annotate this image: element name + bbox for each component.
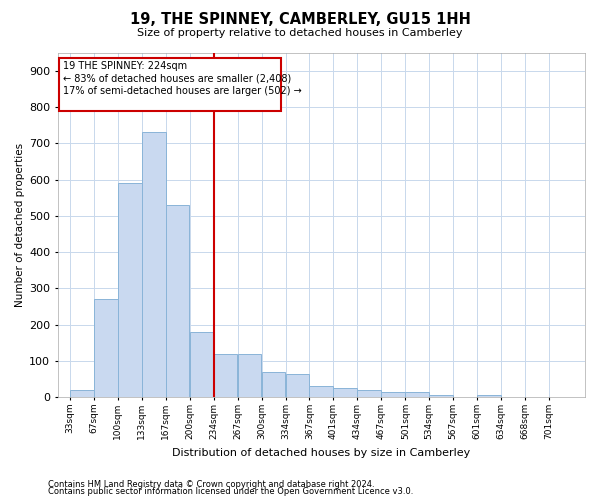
Bar <box>382 392 405 397</box>
Bar <box>94 300 118 397</box>
Text: Contains public sector information licensed under the Open Government Licence v3: Contains public sector information licen… <box>48 487 413 496</box>
Text: Contains HM Land Registry data © Crown copyright and database right 2024.: Contains HM Land Registry data © Crown c… <box>48 480 374 489</box>
Text: ← 83% of detached houses are smaller (2,408): ← 83% of detached houses are smaller (2,… <box>64 74 292 84</box>
Bar <box>477 396 501 397</box>
Bar <box>166 205 190 397</box>
Bar <box>429 396 453 397</box>
Bar <box>70 390 94 397</box>
Text: Size of property relative to detached houses in Camberley: Size of property relative to detached ho… <box>137 28 463 38</box>
X-axis label: Distribution of detached houses by size in Camberley: Distribution of detached houses by size … <box>172 448 470 458</box>
FancyBboxPatch shape <box>59 58 281 110</box>
Bar <box>118 183 142 397</box>
Text: 19 THE SPINNEY: 224sqm: 19 THE SPINNEY: 224sqm <box>64 62 188 72</box>
Bar <box>358 390 381 397</box>
Bar <box>310 386 333 397</box>
Bar <box>286 374 309 397</box>
Bar <box>214 354 238 397</box>
Bar <box>190 332 214 397</box>
Bar <box>406 392 429 397</box>
Text: 19, THE SPINNEY, CAMBERLEY, GU15 1HH: 19, THE SPINNEY, CAMBERLEY, GU15 1HH <box>130 12 470 28</box>
Text: 17% of semi-detached houses are larger (502) →: 17% of semi-detached houses are larger (… <box>64 86 302 96</box>
Bar <box>238 354 262 397</box>
Bar <box>262 372 285 397</box>
Bar <box>142 132 166 397</box>
Bar <box>334 388 357 397</box>
Y-axis label: Number of detached properties: Number of detached properties <box>15 143 25 307</box>
